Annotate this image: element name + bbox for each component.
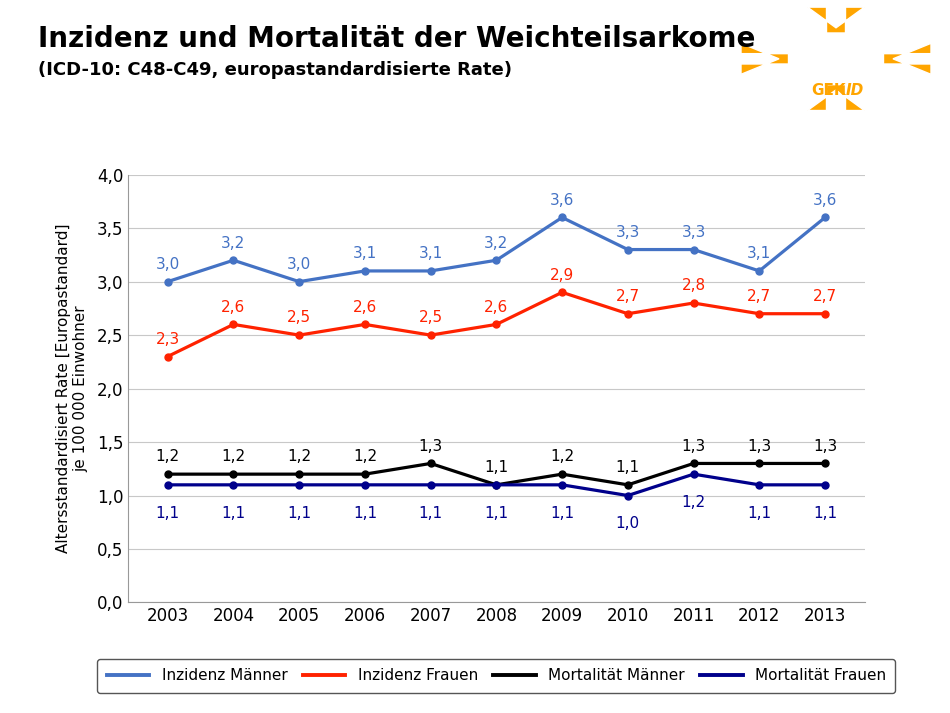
Text: 1,3: 1,3 [419, 438, 443, 453]
Text: 1,1: 1,1 [484, 506, 508, 520]
Text: 1,3: 1,3 [681, 438, 706, 453]
Text: 1,1: 1,1 [221, 506, 245, 520]
Text: 2,5: 2,5 [419, 310, 443, 325]
Text: 1,0: 1,0 [616, 516, 640, 531]
Text: ID: ID [846, 83, 864, 98]
Text: 1,1: 1,1 [550, 506, 574, 520]
Text: 2,5: 2,5 [287, 310, 312, 325]
Text: 1,1: 1,1 [156, 506, 180, 520]
Text: 3,6: 3,6 [550, 193, 575, 207]
Text: 2,3: 2,3 [156, 332, 180, 347]
Text: 2,6: 2,6 [221, 299, 245, 314]
Text: 3,0: 3,0 [156, 257, 180, 272]
Text: 3,3: 3,3 [616, 225, 640, 240]
Text: 1,1: 1,1 [352, 506, 377, 520]
Text: 1,1: 1,1 [616, 460, 640, 475]
Text: 3,1: 3,1 [748, 246, 771, 261]
Text: 1,1: 1,1 [484, 460, 508, 475]
Text: 2,7: 2,7 [748, 289, 771, 304]
Text: 3,3: 3,3 [681, 225, 706, 240]
Text: 3,1: 3,1 [352, 246, 377, 261]
Text: 1,1: 1,1 [748, 506, 771, 520]
Text: 1,3: 1,3 [813, 438, 837, 453]
Text: 1,2: 1,2 [681, 495, 706, 510]
Text: 2,7: 2,7 [616, 289, 640, 304]
Text: 3,0: 3,0 [287, 257, 312, 272]
Text: Inzidenz und Mortalität der Weichteilsarkome: Inzidenz und Mortalität der Weichteilsar… [38, 25, 755, 53]
Text: 3,2: 3,2 [221, 235, 245, 250]
Text: 1,1: 1,1 [813, 506, 837, 520]
Polygon shape [884, 43, 931, 74]
Text: 2,7: 2,7 [813, 289, 837, 304]
Legend: Inzidenz Männer, Inzidenz Frauen, Mortalität Männer, Mortalität Frauen: Inzidenz Männer, Inzidenz Frauen, Mortal… [98, 660, 895, 692]
Text: 2,8: 2,8 [681, 278, 706, 293]
Text: 3,1: 3,1 [419, 246, 443, 261]
Text: 1,1: 1,1 [419, 506, 443, 520]
Text: 1,2: 1,2 [156, 449, 180, 464]
Text: 1,2: 1,2 [221, 449, 245, 464]
Text: 1,3: 1,3 [748, 438, 771, 453]
Text: 3,6: 3,6 [813, 193, 837, 207]
Text: 3,2: 3,2 [484, 235, 508, 250]
Polygon shape [808, 85, 864, 111]
Text: 1,2: 1,2 [550, 449, 574, 464]
Text: 1,2: 1,2 [352, 449, 377, 464]
Text: 2,9: 2,9 [550, 267, 574, 282]
Text: 1,2: 1,2 [287, 449, 312, 464]
Text: (ICD-10: C48-C49, europastandardisierte Rate): (ICD-10: C48-C49, europastandardisierte … [38, 61, 512, 78]
Text: 2,6: 2,6 [352, 299, 377, 314]
Text: 1,1: 1,1 [287, 506, 312, 520]
Text: 2,6: 2,6 [484, 299, 508, 314]
Polygon shape [808, 7, 864, 33]
Polygon shape [741, 43, 788, 74]
Text: GEK: GEK [811, 83, 846, 98]
Y-axis label: Altersstandardisiert Rate [Europastandard]
je 100 000 Einwohner: Altersstandardisiert Rate [Europastandar… [56, 224, 88, 553]
